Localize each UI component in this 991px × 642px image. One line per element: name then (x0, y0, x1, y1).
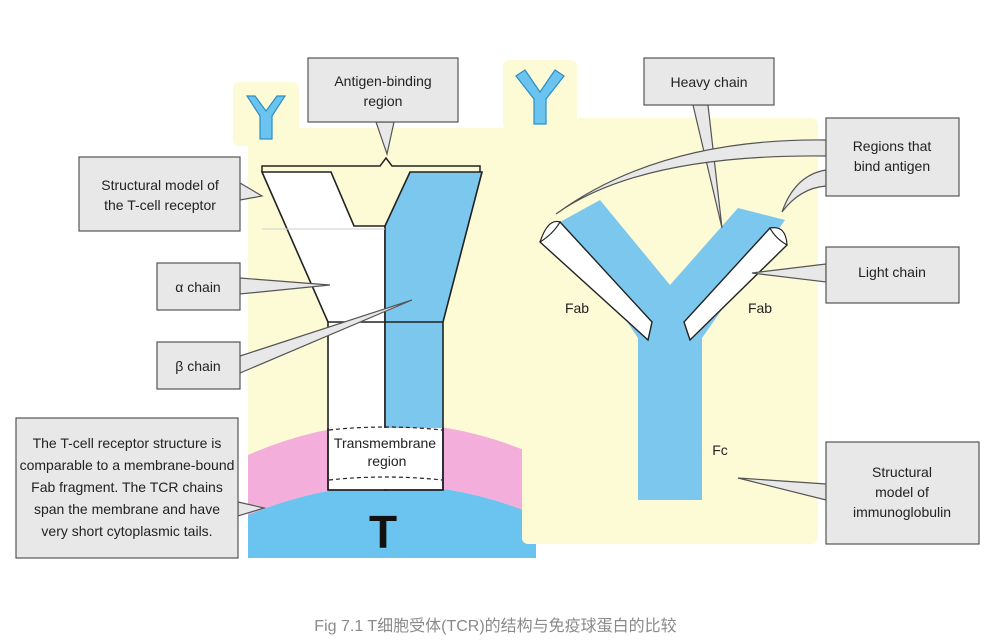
beta-chain-text: β chain (175, 358, 220, 374)
transmembrane-label-line2: region (368, 453, 407, 469)
t-cell-body (248, 485, 536, 558)
transmembrane-bottom-dash (328, 476, 443, 481)
callout-light-chain: Light chain (751, 246, 960, 304)
tcr-panel: Transmembrane region T (233, 82, 536, 558)
tcr-note-line-1: The T-cell receptor structure is (33, 435, 222, 451)
callouts: Antigen-binding region Structural model … (15, 57, 980, 559)
tcr-y-icon (245, 95, 287, 140)
callout-structural-ig: Structural model of immunoglobulin (737, 441, 980, 545)
tcr-note-line-2: comparable to a membrane-bound (20, 457, 235, 473)
light-tip-right (769, 227, 788, 246)
antigen-binding-text-2: region (364, 93, 403, 109)
fc-label: Fc (712, 442, 728, 458)
antigen-binding-brace (261, 156, 481, 172)
structural-ig-text-2: model of (875, 484, 929, 500)
ig-panel: Fab Fab Fc (503, 60, 818, 544)
structural-tcr-text-1: Structural model of (101, 177, 219, 193)
regions-bind-text-1: Regions that (853, 138, 932, 154)
structural-ig-text-3: immunoglobulin (853, 504, 951, 520)
antigen-binding-text-1: Antigen-binding (334, 73, 431, 89)
fab-right-label: Fab (748, 300, 772, 316)
regions-bind-text-2: bind antigen (854, 158, 930, 174)
light-tip-left (539, 220, 561, 243)
tcr-note-line-4: span the membrane and have (34, 501, 220, 517)
tcr-note-line-3: Fab fragment. The TCR chains (31, 479, 223, 495)
fab-left-label: Fab (565, 300, 589, 316)
ig-y-icon (515, 69, 565, 125)
transmembrane-label-line1: Transmembrane (334, 435, 436, 451)
t-cell-label: T (369, 506, 397, 558)
heavy-chain-text: Heavy chain (670, 74, 747, 90)
structural-ig-text-1: Structural (872, 464, 932, 480)
callout-beta-chain: β chain (156, 299, 413, 390)
callout-heavy-chain: Heavy chain (643, 57, 775, 229)
transmembrane-top-dash (328, 426, 443, 431)
structural-tcr-text-2: the T-cell receptor (104, 197, 216, 213)
light-chain-text: Light chain (858, 264, 926, 280)
figure-caption: Fig 7.1 T细胞受体(TCR)的结构与免疫球蛋白的比较 (314, 618, 677, 635)
callout-tcr-note: The T-cell receptor structure is compara… (15, 417, 267, 559)
callout-antigen-binding: Antigen-binding region (307, 57, 459, 157)
tcr-note-line-5: very short cytoplasmic tails. (41, 523, 212, 539)
callout-structural-tcr: Structural model of the T-cell receptor (78, 156, 264, 232)
callout-alpha-chain: α chain (156, 262, 331, 311)
alpha-chain-text: α chain (175, 279, 220, 295)
callout-regions-bind: Regions that bind antigen (555, 117, 960, 215)
